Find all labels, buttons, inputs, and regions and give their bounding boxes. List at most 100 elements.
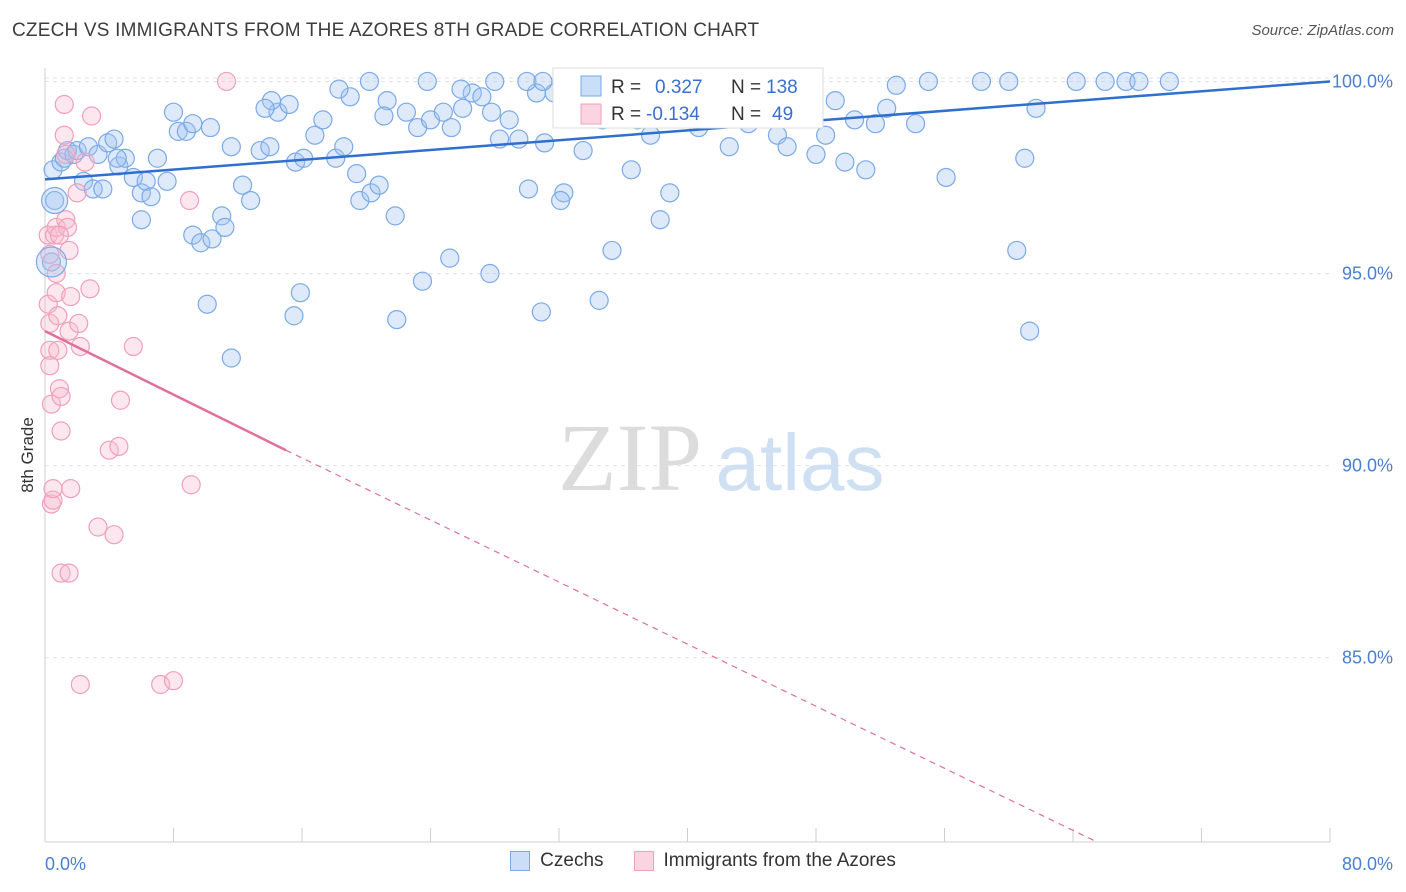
czech-point-141 — [359, 71, 380, 92]
azores-point-35 — [81, 106, 102, 126]
legend-n-label-0: N = — [731, 77, 761, 98]
czech-point-18 — [131, 183, 151, 203]
czech-point-53 — [453, 98, 473, 118]
czech-point-123 — [215, 217, 235, 238]
czech-point-14 — [104, 129, 124, 149]
x-tick-label-1: 80.0% — [1342, 854, 1393, 874]
azores-point-16 — [49, 379, 70, 399]
czech-point-74 — [650, 210, 670, 230]
czech-point-25 — [183, 225, 203, 245]
azores-point-21 — [54, 125, 74, 145]
czech-point-21 — [147, 148, 168, 168]
legend-r-value-1: -0.134 — [646, 104, 700, 125]
czech-point-10 — [83, 179, 103, 199]
czech-point-2 — [41, 252, 62, 272]
azores-point-13 — [46, 283, 66, 303]
y-tick-label-0: 100.0% — [1332, 71, 1393, 91]
azores-point-33 — [75, 152, 95, 172]
czech-point-56 — [481, 102, 502, 122]
azores-point-37 — [99, 440, 119, 460]
y-tick-label-3: 85.0% — [1342, 648, 1393, 668]
legend-swatch-czechs — [580, 75, 602, 97]
azores-point-1 — [40, 244, 60, 264]
top-legend: R = 0.327 N = 138 R = -0.134 N = 49 — [552, 67, 824, 129]
czech-point-46 — [377, 91, 397, 111]
azores-point-27 — [61, 286, 81, 307]
czech-point-69 — [602, 240, 622, 261]
data-points — [35, 71, 1179, 695]
czech-point-107 — [1129, 71, 1149, 92]
legend-item-azores[interactable]: Immigrants from the Azores — [633, 850, 896, 872]
czech-point-129 — [329, 79, 349, 99]
trend-line-czechs — [44, 80, 1331, 181]
legend-swatch-azores — [580, 103, 602, 125]
azores-point-34 — [80, 279, 100, 299]
watermark: ZIP atlas — [558, 404, 884, 511]
czech-point-29 — [221, 137, 241, 157]
azores-point-44 — [163, 671, 184, 691]
czech-point-42 — [340, 87, 360, 107]
czech-point-7 — [67, 140, 87, 161]
azores-point-14 — [48, 306, 68, 326]
legend-swatch-azores-bottom — [633, 851, 654, 871]
czech-point-116 — [387, 309, 407, 330]
czech-point-59 — [509, 129, 529, 149]
azores-point-29 — [59, 563, 79, 583]
czech-point-134 — [255, 98, 275, 118]
legend-item-czechs[interactable]: Czechs — [510, 850, 604, 872]
czech-point-100 — [918, 71, 939, 92]
czech-point-119 — [531, 302, 551, 322]
azores-point-31 — [69, 313, 89, 334]
czech-point-102 — [999, 71, 1019, 92]
czech-point-139 — [533, 71, 553, 92]
azores-point-30 — [67, 183, 87, 203]
bottom-legend: Czechs Immigrants from the Azores — [0, 850, 1406, 872]
azores-point-15 — [48, 340, 68, 360]
czech-point-130 — [163, 102, 184, 122]
czech-point-98 — [886, 75, 906, 95]
czech-point-large-1 — [35, 246, 68, 278]
legend-swatch-czechs-bottom — [510, 851, 531, 871]
czech-point-90 — [806, 144, 826, 165]
azores-point-42 — [70, 674, 90, 695]
czech-point-122 — [202, 229, 222, 249]
czech-point-52 — [441, 117, 461, 138]
czech-point-95 — [856, 160, 876, 180]
azores-point-20 — [54, 94, 74, 115]
legend-label-czechs: Czechs — [540, 850, 604, 871]
czech-point-54 — [462, 83, 482, 103]
czech-point-112 — [197, 294, 217, 314]
azores-point-11 — [46, 217, 66, 238]
czech-point-120 — [589, 290, 609, 310]
czech-point-128 — [261, 91, 282, 111]
czech-point-125 — [480, 263, 500, 284]
czech-point-135 — [374, 106, 394, 126]
y-tick-label-1: 95.0% — [1342, 264, 1393, 284]
azores-point-26 — [59, 321, 79, 341]
azores-point-39 — [109, 436, 129, 456]
azores-point-0 — [38, 225, 58, 245]
trend-line-azores — [44, 330, 287, 452]
czech-point-91 — [816, 125, 836, 145]
trend-lines — [44, 80, 1331, 843]
legend-n-value-1: 49 — [772, 104, 793, 125]
czech-point-44 — [361, 183, 381, 203]
czech-point-60 — [518, 179, 539, 199]
azores-point-12 — [46, 263, 66, 284]
czech-point-115 — [290, 283, 310, 303]
azores-point-28 — [61, 479, 81, 499]
czech-point-81 — [719, 137, 739, 157]
czech-point-45 — [369, 175, 389, 195]
czech-point-99 — [905, 114, 926, 134]
czech-point-110 — [1026, 98, 1046, 118]
azores-point-5 — [40, 356, 60, 376]
czech-point-large-0 — [41, 186, 69, 215]
watermark-atlas: atlas — [716, 418, 885, 507]
czech-point-33 — [260, 137, 280, 157]
czech-point-27 — [200, 117, 221, 138]
azores-point-17 — [51, 386, 71, 407]
czech-point-114 — [284, 306, 304, 326]
czech-point-73 — [640, 125, 661, 145]
azores-point-6 — [41, 394, 62, 414]
